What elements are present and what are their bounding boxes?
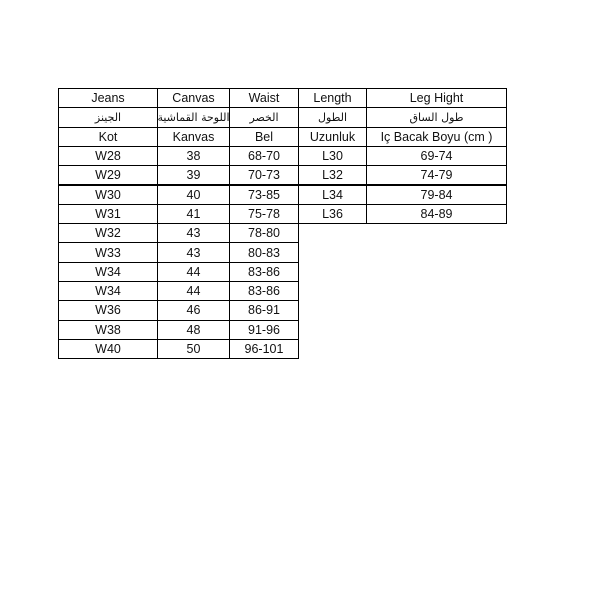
header-cell-length: الطول	[298, 107, 367, 128]
cell-jeans: W29	[58, 165, 158, 186]
header-cell-canvas: Canvas	[157, 88, 230, 109]
cell-jeans: W38	[58, 319, 158, 340]
header-cell-waist: Bel	[229, 126, 299, 147]
cell-canvas: 44	[157, 261, 230, 282]
header-cell-leg-height: طول الساق	[366, 107, 507, 128]
cell-leg-height: 74-79	[366, 165, 507, 186]
cell-length: L30	[298, 145, 367, 167]
cell-canvas: 44	[157, 281, 230, 302]
cell-waist: 70-73	[229, 165, 299, 186]
cell-canvas: 38	[157, 145, 230, 167]
cell-jeans: W40	[58, 338, 158, 360]
header-cell-jeans: Kot	[58, 126, 158, 147]
cell-canvas: 48	[157, 319, 230, 340]
cell-leg-height: 79-84	[366, 184, 507, 205]
cell-jeans: W32	[58, 223, 158, 244]
cell-canvas: 46	[157, 300, 230, 321]
cell-length: L32	[298, 165, 367, 186]
cell-canvas: 40	[157, 184, 230, 205]
cell-waist: 78-80	[229, 223, 299, 244]
cell-length: L36	[298, 203, 367, 225]
header-cell-waist: Waist	[229, 88, 299, 109]
header-cell-waist: الخصر	[229, 107, 299, 128]
cell-waist: 83-86	[229, 261, 299, 282]
cell-waist: 91-96	[229, 319, 299, 340]
cell-canvas: 43	[157, 242, 230, 263]
cell-waist: 86-91	[229, 300, 299, 321]
header-cell-jeans: Jeans	[58, 88, 158, 109]
header-cell-jeans: الجينز	[58, 107, 158, 128]
header-cell-canvas: Kanvas	[157, 126, 230, 147]
cell-waist: 68-70	[229, 145, 299, 167]
cell-waist: 75-78	[229, 203, 299, 225]
cell-leg-height: 84-89	[366, 203, 507, 225]
header-cell-leg-height: Leg Hight	[366, 88, 507, 109]
header-cell-length: Uzunluk	[298, 126, 367, 147]
cell-jeans: W33	[58, 242, 158, 263]
cell-canvas: 39	[157, 165, 230, 186]
cell-canvas: 50	[157, 338, 230, 360]
cell-waist: 80-83	[229, 242, 299, 263]
cell-jeans: W36	[58, 300, 158, 321]
cell-canvas: 41	[157, 203, 230, 225]
header-cell-length: Length	[298, 88, 367, 109]
cell-waist: 73-85	[229, 184, 299, 205]
cell-canvas: 43	[157, 223, 230, 244]
cell-leg-height: 69-74	[366, 145, 507, 167]
cell-waist: 83-86	[229, 281, 299, 302]
cell-jeans: W30	[58, 184, 158, 205]
header-cell-leg-height: Iç Bacak Boyu (cm )	[366, 126, 507, 147]
header-cell-canvas: اللوحة القماشية	[157, 107, 230, 128]
cell-waist: 96-101	[229, 338, 299, 360]
cell-length: L34	[298, 184, 367, 205]
cell-jeans: W31	[58, 203, 158, 225]
cell-jeans: W34	[58, 261, 158, 282]
cell-jeans: W28	[58, 145, 158, 167]
cell-jeans: W34	[58, 281, 158, 302]
